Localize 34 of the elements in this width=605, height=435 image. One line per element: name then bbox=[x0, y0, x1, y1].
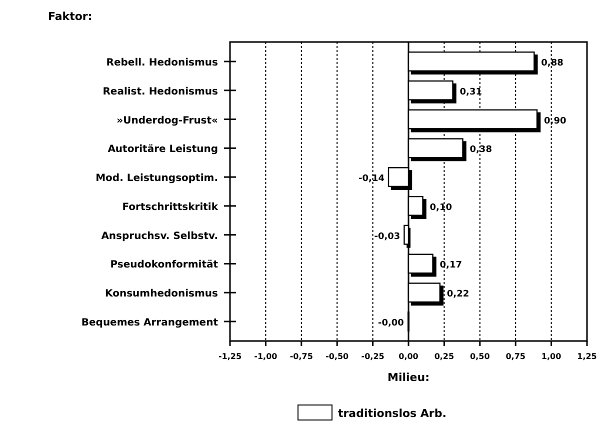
data-label: 0,31 bbox=[460, 87, 482, 98]
y-tick-label: Konsumhedonismus bbox=[105, 288, 218, 300]
x-tick-label: -1,25 bbox=[218, 352, 242, 361]
x-tick-label: 1,25 bbox=[577, 352, 598, 361]
data-label: 0,17 bbox=[440, 260, 462, 271]
data-label: 0,38 bbox=[470, 145, 492, 156]
y-tick-label: Pseudokonformität bbox=[110, 260, 218, 271]
x-tick-label: 0,50 bbox=[470, 352, 490, 361]
y-tick-label: Mod. Leistungsoptim. bbox=[96, 173, 218, 184]
y-tick-label: Bequemes Arrangement bbox=[81, 318, 218, 328]
x-tick-label: -0,50 bbox=[326, 352, 350, 361]
x-axis-title: Milieu: bbox=[388, 371, 430, 384]
data-label: -0,00 bbox=[378, 318, 404, 328]
x-tick-label: -0,25 bbox=[361, 352, 385, 361]
x-tick-label: -0,75 bbox=[290, 352, 314, 361]
y-axis-title: Faktor: bbox=[48, 10, 92, 23]
x-tick-label: 0,00 bbox=[398, 352, 419, 361]
legend-label: traditionslos Arb. bbox=[338, 407, 446, 420]
data-label: 0,10 bbox=[430, 202, 452, 213]
y-tick-label: Rebell. Hedonismus bbox=[106, 58, 218, 68]
x-tick-label: -1,00 bbox=[254, 352, 278, 361]
data-label: 0,88 bbox=[541, 58, 564, 68]
data-label: 0,90 bbox=[544, 116, 566, 126]
x-tick-label: 0,25 bbox=[434, 352, 454, 361]
y-tick-label: Anspruchsv. Selbstv. bbox=[101, 230, 218, 242]
x-tick-label: 0,75 bbox=[506, 352, 526, 361]
data-label: -0,03 bbox=[374, 232, 400, 242]
y-tick-label: »Underdog-Frust« bbox=[116, 115, 218, 126]
x-tick-label: 1,00 bbox=[541, 352, 562, 361]
y-tick-label: Fortschrittskritik bbox=[122, 202, 218, 213]
data-label: -0,14 bbox=[358, 174, 385, 184]
y-tick-label: Autoritäre Leistung bbox=[108, 144, 218, 156]
y-tick-label: Realist. Hedonismus bbox=[102, 86, 218, 98]
data-label: 0,22 bbox=[446, 290, 470, 300]
